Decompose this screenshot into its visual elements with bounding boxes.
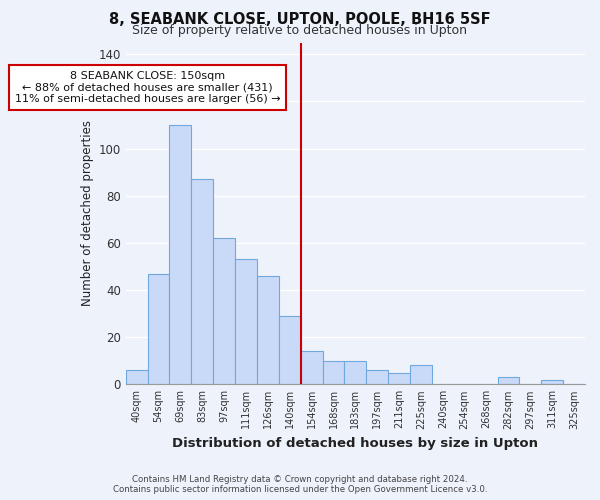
Text: 8 SEABANK CLOSE: 150sqm
← 88% of detached houses are smaller (431)
11% of semi-d: 8 SEABANK CLOSE: 150sqm ← 88% of detache…: [15, 71, 280, 104]
Bar: [497, 377, 520, 384]
Bar: [344, 360, 366, 384]
Bar: [235, 260, 257, 384]
X-axis label: Distribution of detached houses by size in Upton: Distribution of detached houses by size …: [172, 437, 538, 450]
Bar: [125, 370, 148, 384]
Bar: [279, 316, 301, 384]
Text: Contains HM Land Registry data © Crown copyright and database right 2024.: Contains HM Land Registry data © Crown c…: [132, 475, 468, 484]
Y-axis label: Number of detached properties: Number of detached properties: [81, 120, 94, 306]
Bar: [191, 179, 213, 384]
Bar: [323, 360, 344, 384]
Bar: [301, 352, 323, 384]
Bar: [169, 125, 191, 384]
Bar: [541, 380, 563, 384]
Text: Size of property relative to detached houses in Upton: Size of property relative to detached ho…: [133, 24, 467, 37]
Bar: [257, 276, 279, 384]
Text: Contains public sector information licensed under the Open Government Licence v3: Contains public sector information licen…: [113, 485, 487, 494]
Bar: [213, 238, 235, 384]
Text: 8, SEABANK CLOSE, UPTON, POOLE, BH16 5SF: 8, SEABANK CLOSE, UPTON, POOLE, BH16 5SF: [109, 12, 491, 28]
Bar: [388, 372, 410, 384]
Bar: [148, 274, 169, 384]
Bar: [366, 370, 388, 384]
Bar: [410, 366, 432, 384]
